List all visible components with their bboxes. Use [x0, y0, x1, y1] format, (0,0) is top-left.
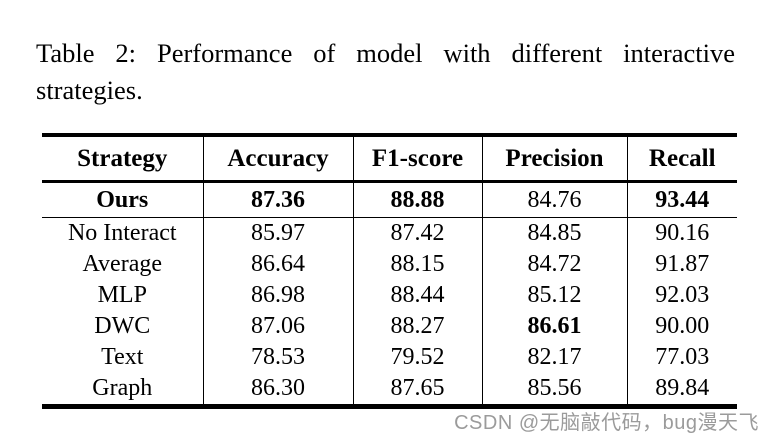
cell-accuracy: 87.36: [202, 181, 353, 218]
cell-precision: 84.76: [481, 181, 627, 218]
cell-accuracy: 87.06: [202, 311, 353, 342]
col-header-f1-score: F1-score: [352, 135, 482, 182]
caption-line-1: Table 2: Performance of model with diffe…: [36, 38, 735, 68]
cell-strategy: No Interact: [67, 220, 177, 246]
table-row-average: Average 86.64 88.15 84.72 91.87: [42, 249, 737, 280]
cell-f1-score: 88.27: [352, 311, 482, 342]
cell-strategy: MLP: [97, 282, 147, 308]
cell-recall: 92.03: [626, 280, 737, 311]
table-row-no-interact: No Interact 85.97 87.42 84.85 90.16: [42, 217, 737, 249]
cell-precision: 85.56: [481, 373, 627, 407]
cell-recall: 90.00: [626, 311, 737, 342]
cell-recall: 89.84: [626, 373, 737, 407]
cell-recall: 91.87: [626, 249, 737, 280]
cell-accuracy: 86.64: [202, 249, 353, 280]
cell-precision: 84.85: [481, 217, 627, 249]
table-row-graph: Graph 86.30 87.65 85.56 89.84: [42, 373, 737, 407]
cell-accuracy: 86.98: [202, 280, 353, 311]
cell-recall: 77.03: [626, 342, 737, 373]
cell-strategy: Text: [101, 344, 144, 370]
cell-f1-score: 88.15: [352, 249, 482, 280]
cell-f1-score: 87.42: [352, 217, 482, 249]
cell-accuracy: 78.53: [202, 342, 353, 373]
caption-line-2: strategies.: [36, 75, 143, 105]
cell-recall: 90.16: [626, 217, 737, 249]
cell-f1-score: 88.44: [352, 280, 482, 311]
cell-recall: 93.44: [626, 181, 737, 218]
cell-accuracy: 85.97: [202, 217, 353, 249]
table-row-dwc: DWC 87.06 88.27 86.61 90.00: [42, 311, 737, 342]
cell-precision: 84.72: [481, 249, 627, 280]
cell-f1-score: 87.65: [352, 373, 482, 407]
table-row-mlp: MLP 86.98 88.44 85.12 92.03: [42, 280, 737, 311]
header-row: Strategy Accuracy F1-score Precision Rec…: [42, 135, 737, 182]
table-caption: Table 2: Performance of model with diffe…: [36, 35, 735, 109]
cell-strategy: Graph: [92, 375, 153, 401]
col-header-precision: Precision: [481, 135, 627, 182]
cell-strategy: DWC: [94, 313, 151, 339]
cell-f1-score: 79.52: [352, 342, 482, 373]
col-header-accuracy: Accuracy: [202, 135, 353, 182]
col-header-recall: Recall: [626, 135, 737, 182]
col-header-strategy: Strategy: [77, 144, 168, 172]
csdn-watermark: CSDN @无脑敲代码，bug漫天飞: [454, 412, 759, 434]
cell-precision: 82.17: [481, 342, 627, 373]
cell-strategy: Ours: [96, 186, 149, 213]
table-row-text: Text 78.53 79.52 82.17 77.03: [42, 342, 737, 373]
results-table: Strategy Accuracy F1-score Precision Rec…: [42, 133, 737, 409]
cell-precision: 85.12: [481, 280, 627, 311]
cell-f1-score: 88.88: [352, 181, 482, 218]
cell-accuracy: 86.30: [202, 373, 353, 407]
results-table-container: Strategy Accuracy F1-score Precision Rec…: [42, 133, 737, 409]
cell-strategy: Average: [82, 251, 163, 277]
cell-precision: 86.61: [481, 311, 627, 342]
table-row-ours: Ours 87.36 88.88 84.76 93.44: [42, 181, 737, 218]
